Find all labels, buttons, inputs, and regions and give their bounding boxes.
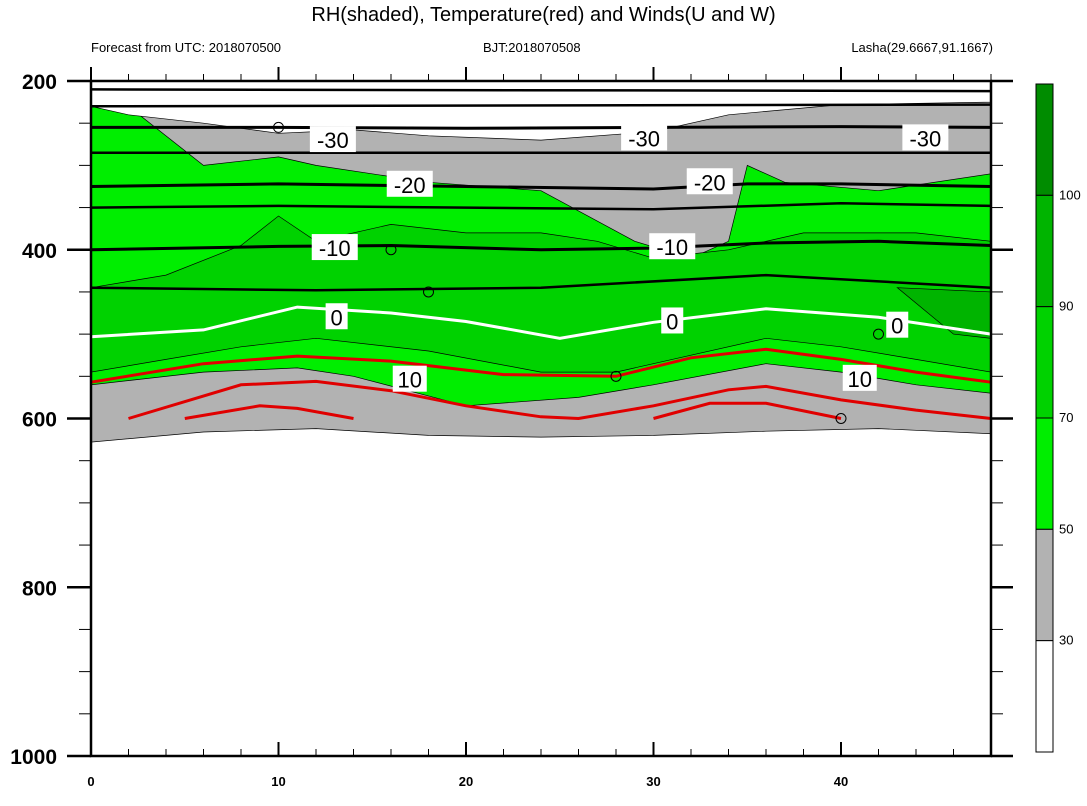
isotherm-1 <box>90 182 992 191</box>
contour-label-bg-1 <box>621 124 668 151</box>
isotherm-6 <box>184 404 354 420</box>
contour-label-0: -30 <box>317 128 349 153</box>
contour-label-3: -20 <box>394 173 426 198</box>
contour-label-11: 10 <box>848 367 872 392</box>
contour-label-bg-8 <box>661 307 684 334</box>
colorbar-segment-1 <box>1035 194 1054 308</box>
contour-label-bg-11 <box>842 364 877 391</box>
colorbar-segment-4 <box>1035 528 1054 642</box>
circle-marker-2 <box>423 286 434 298</box>
chart-title: RH(shaded), Temperature(red) and Winds(U… <box>311 4 776 26</box>
isotherm-5 <box>128 379 992 421</box>
contour-label-bg-3 <box>386 170 433 197</box>
x-tick-label-3: 30 <box>646 774 660 789</box>
isotherm-4 <box>90 347 992 384</box>
isotherm-2 <box>90 239 992 252</box>
contour-label-8: 0 <box>666 309 678 334</box>
black-line-0 <box>90 88 992 93</box>
contour-label-9: 0 <box>891 314 903 339</box>
contour-label-bg-9 <box>886 311 909 338</box>
station-label: Lasha(29.6667,91.1667) <box>851 40 993 55</box>
contour-label-4: -20 <box>694 170 726 195</box>
contour-label-bg-10 <box>392 365 427 392</box>
circle-marker-4 <box>835 413 847 424</box>
black-line-4 <box>90 273 992 292</box>
circle-marker-1 <box>385 244 397 256</box>
colorbar: 100 90 70 50 30 <box>1035 83 1081 753</box>
contour-label-bg-5 <box>311 234 358 261</box>
contour-label-bg-7 <box>325 303 348 330</box>
contour-label-bg-6 <box>649 233 696 260</box>
black-line-1 <box>90 103 992 108</box>
circle-marker-0 <box>273 121 284 133</box>
colorbar-label-1: 90 <box>1059 299 1073 314</box>
isotherm-7 <box>653 401 842 420</box>
y-tick-label-3: 800 <box>22 577 57 600</box>
contour-label-5: -10 <box>319 236 351 261</box>
circle-marker-5 <box>873 328 884 340</box>
colorbar-label-3: 50 <box>1059 521 1073 536</box>
contour-label-2: -30 <box>909 126 941 151</box>
isotherm-3 <box>90 305 992 340</box>
colorbar-label-4: 30 <box>1059 633 1073 648</box>
rh-fields <box>90 80 992 443</box>
y-tick-label-1: 400 <box>22 240 57 263</box>
contour-label-bg-2 <box>902 124 949 151</box>
y-tick-label-2: 600 <box>22 409 57 432</box>
x-tick-label-0: 0 <box>87 774 94 789</box>
colorbar-label-0: 100 <box>1059 187 1081 202</box>
colorbar-segment-3 <box>1035 417 1054 530</box>
x-tick-label-2: 20 <box>459 774 473 789</box>
contour-label-10: 10 <box>398 368 422 393</box>
colorbar-segment-5 <box>1035 640 1054 753</box>
black-line-3 <box>90 202 992 211</box>
rh-dry-area-0 <box>90 80 992 141</box>
forecast-label: Forecast from UTC: 2018070500 <box>91 40 282 55</box>
contour-label-bg-0 <box>309 126 356 153</box>
contour-labels: -30 -30 -30 -20 -20 -10 -10 0 0 0 10 10 <box>309 124 949 393</box>
bjt-label: BJT:2018070508 <box>483 40 581 55</box>
x-tick-label-4: 40 <box>834 774 848 789</box>
contour-label-bg-4 <box>686 168 733 195</box>
contour-label-6: -10 <box>656 235 688 260</box>
circle-markers <box>273 121 884 424</box>
circle-marker-3 <box>610 370 622 382</box>
contour-label-1: -30 <box>628 126 660 151</box>
colorbar-segment-0 <box>1035 83 1054 196</box>
x-tick-label-1: 10 <box>271 774 285 789</box>
y-tick-label-4: 1000 <box>10 746 57 769</box>
colorbar-segment-2 <box>1035 306 1054 419</box>
isotherm-lines <box>90 88 992 421</box>
y-tick-label-0: 200 <box>22 71 57 94</box>
colorbar-label-2: 70 <box>1059 410 1073 425</box>
isotherm-0 <box>91 125 992 130</box>
contour-label-7: 0 <box>331 305 343 330</box>
